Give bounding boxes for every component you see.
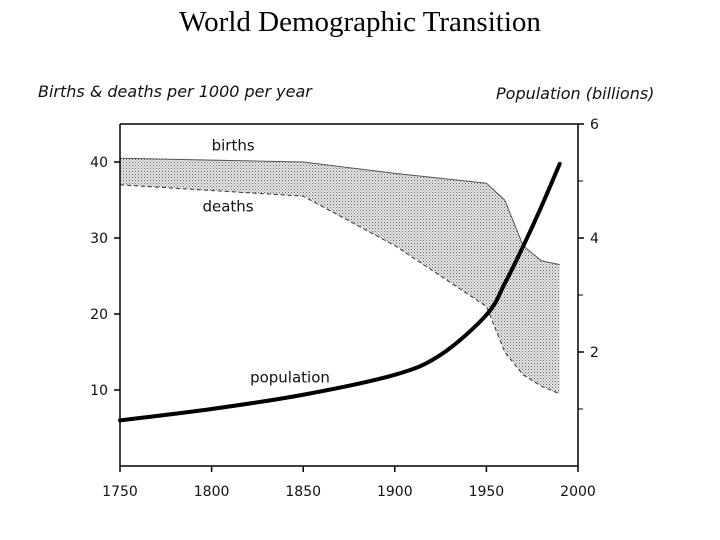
x-tick-label-1850: 1850 <box>285 484 321 500</box>
x-tick-label-1950: 1950 <box>469 484 505 500</box>
x-tick-label-1900: 1900 <box>377 484 413 500</box>
births-deaths-band <box>120 158 560 394</box>
y-tick-label-10: 10 <box>90 383 108 399</box>
y-tick-label-20: 20 <box>90 307 108 323</box>
births-label: births <box>212 137 255 155</box>
population-line <box>118 161 562 423</box>
births-line <box>119 157 560 266</box>
y-tick-label-30: 30 <box>90 231 108 247</box>
right-axis-title: Population (billions) <box>496 84 655 103</box>
y2-tick-label-4: 4 <box>590 231 599 247</box>
deaths-line <box>119 184 560 395</box>
x-tick-label-1800: 1800 <box>194 484 230 500</box>
y2-tick-label-2: 2 <box>590 345 599 361</box>
x-tick-label-1750: 1750 <box>102 484 138 500</box>
chart-title: World Demographic Transition <box>179 6 541 38</box>
x-tick-label-2000: 2000 <box>560 484 596 500</box>
deaths-label: deaths <box>202 197 253 215</box>
y-tick-label-40: 40 <box>90 155 108 171</box>
left-axis-title: Births & deaths per 1000 per year <box>38 82 312 101</box>
population-label: population <box>250 368 330 386</box>
y2-tick-label-6: 6 <box>590 117 599 133</box>
